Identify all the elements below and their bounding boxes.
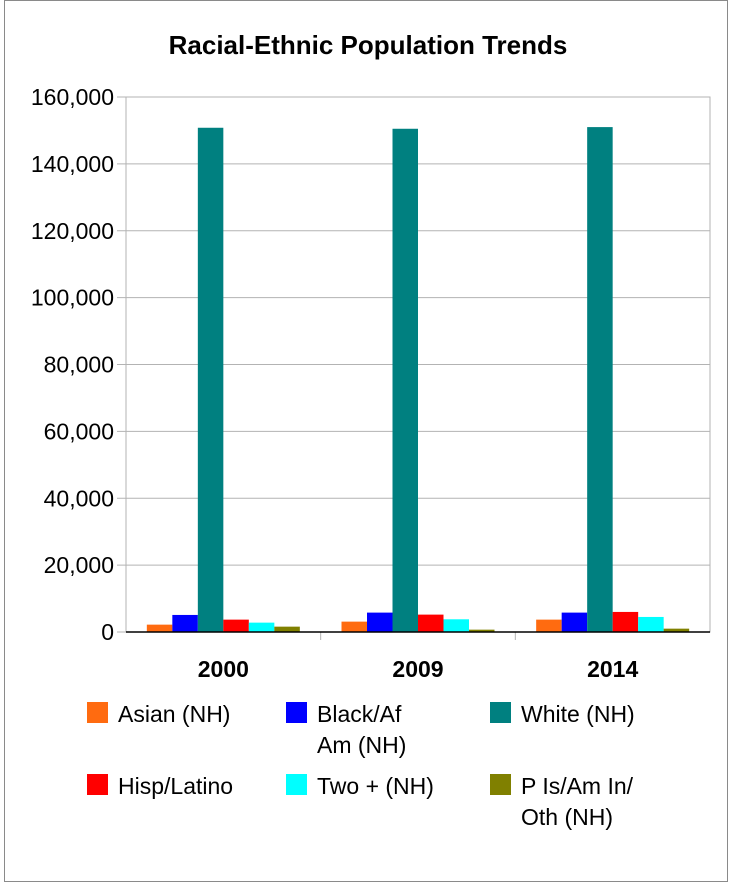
y-tick-label: 140,000 (31, 151, 114, 177)
y-tick-label: 120,000 (31, 218, 114, 244)
x-tick-label: 2009 (392, 656, 443, 682)
legend-label: White (NH) (521, 701, 635, 727)
legend-swatch (87, 702, 108, 723)
legend-label: Am (NH) (317, 732, 406, 758)
chart-title: Racial-Ethnic Population Trends (169, 30, 568, 60)
bar (443, 619, 469, 632)
y-tick-label: 20,000 (44, 552, 114, 578)
y-tick-label: 100,000 (31, 285, 114, 311)
bar (146, 624, 173, 632)
bar (663, 628, 690, 632)
legend-label: Asian (NH) (118, 701, 230, 727)
bar (392, 128, 418, 632)
bar (172, 614, 198, 632)
legend-label: Two + (NH) (317, 773, 434, 799)
bar (197, 127, 224, 632)
legend-swatch (490, 774, 511, 795)
x-tick-label: 2000 (198, 656, 249, 682)
y-tick-label: 40,000 (44, 485, 114, 511)
y-tick-label: 80,000 (44, 352, 114, 378)
bar (612, 611, 639, 632)
legend-label: P Is/Am In/ (521, 773, 634, 799)
bar (341, 621, 367, 632)
bar (638, 616, 664, 632)
legend-label: Hisp/Latino (118, 773, 233, 799)
y-tick-label: 160,000 (31, 84, 114, 110)
legend-swatch (286, 702, 307, 723)
bar (418, 614, 444, 632)
legend: Asian (NH) Black/Af Am (NH) White (NH) Hisp/… (87, 701, 635, 830)
axes (125, 96, 711, 633)
legend-label: Black/Af (317, 701, 402, 727)
bar (248, 622, 275, 632)
y-tick-label: 0 (101, 619, 114, 645)
bar (561, 612, 588, 632)
bar (223, 619, 249, 632)
legend-swatch (87, 774, 108, 795)
bar (587, 127, 613, 632)
y-axis-tick-labels: 0 20,000 40,000 60,000 80,000 100,000 120,000 1… (31, 84, 114, 645)
x-axis-tick-labels: 2000 2009 2014 (198, 656, 639, 682)
legend-swatch (490, 702, 511, 723)
bar (469, 629, 495, 632)
legend-swatch (286, 774, 307, 795)
bar (536, 619, 562, 632)
x-tick-label: 2014 (587, 656, 638, 682)
bar (367, 612, 393, 632)
bar (274, 626, 300, 632)
legend-label: Oth (NH) (521, 804, 613, 830)
y-tick-label: 60,000 (44, 418, 114, 444)
bars (146, 127, 690, 632)
